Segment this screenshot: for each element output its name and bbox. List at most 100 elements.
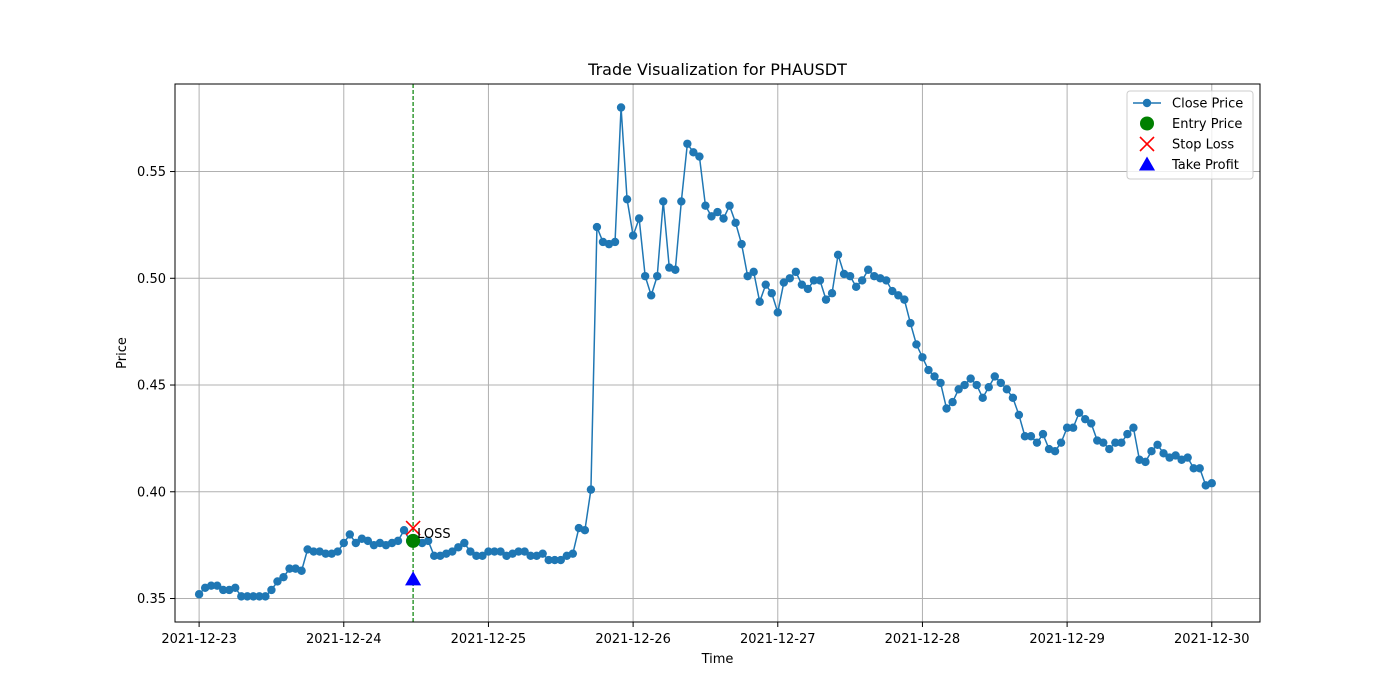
close-price-point	[695, 152, 704, 161]
close-price-point	[1183, 453, 1192, 462]
close-price-point	[1153, 440, 1162, 450]
x-tick-label: 2021-12-30	[1174, 632, 1250, 647]
legend-label: Take Profit	[1171, 158, 1239, 173]
close-price-point	[1123, 429, 1132, 439]
close-price-point	[1050, 447, 1060, 456]
y-tick-label: 0.35	[137, 592, 166, 607]
legend-item: Close Price	[1133, 97, 1243, 112]
close-price-point	[978, 393, 987, 403]
x-axis-label: Time	[701, 652, 734, 667]
y-tick-label: 0.45	[137, 379, 166, 394]
close-price-point	[1147, 447, 1156, 456]
y-tick-label: 0.50	[137, 272, 166, 287]
close-price-point	[851, 282, 861, 292]
close-price-point	[888, 286, 897, 296]
close-price-point	[1099, 438, 1108, 447]
close-price-point	[996, 378, 1006, 388]
take-profit-marker	[405, 571, 422, 586]
close-price-point	[339, 538, 348, 548]
close-price-point	[1189, 464, 1198, 473]
trade-markers	[405, 520, 422, 586]
close-price-point	[1056, 438, 1066, 447]
close-price-point	[321, 549, 330, 558]
close-price-point	[454, 543, 463, 552]
close-price-point	[863, 265, 873, 274]
close-price-point	[677, 197, 686, 206]
close-price-point	[237, 592, 246, 601]
close-price-series	[194, 103, 1216, 601]
close-price-point	[345, 530, 355, 539]
close-price-point	[1195, 464, 1204, 473]
close-price-point	[936, 378, 945, 388]
close-price-point	[285, 564, 294, 573]
chart-title: Trade Visualization for PHAUSDT	[587, 60, 847, 79]
close-price-point	[568, 549, 578, 558]
close-price-point	[1074, 408, 1084, 417]
close-price-point	[1080, 414, 1090, 424]
close-price-point	[803, 284, 813, 294]
close-price-point	[1105, 444, 1114, 454]
close-price-point	[556, 555, 565, 565]
close-price-point	[809, 276, 819, 285]
x-tick-label: 2021-12-29	[1029, 632, 1105, 647]
close-price-point	[725, 201, 734, 210]
close-price-point	[761, 280, 770, 289]
close-price-point	[990, 372, 999, 381]
close-price-point	[309, 547, 318, 556]
close-price-point	[731, 218, 740, 227]
close-price-point	[767, 289, 776, 298]
close-price-point	[399, 525, 409, 535]
close-price-point	[1111, 438, 1120, 447]
close-price-point	[882, 276, 891, 285]
close-price-point	[845, 271, 855, 281]
stop-loss-marker	[405, 520, 421, 536]
close-price-point	[779, 278, 789, 287]
close-price-point	[707, 212, 716, 221]
plot-frame	[174, 83, 1261, 623]
close-price-point	[1062, 423, 1072, 432]
close-price-point	[1002, 385, 1012, 394]
close-price-point	[659, 197, 668, 206]
close-price-point	[580, 525, 590, 535]
close-price-point	[219, 585, 228, 595]
close-price-point	[393, 536, 403, 546]
close-price-point	[960, 380, 969, 390]
close-price-point	[273, 577, 282, 586]
close-price-point	[942, 404, 951, 413]
close-price-point	[249, 592, 258, 601]
close-price-point	[592, 222, 602, 232]
legend-label: Entry Price	[1172, 117, 1242, 132]
close-price-point	[972, 380, 981, 390]
close-price-point	[653, 271, 662, 281]
legend-marker	[1139, 136, 1155, 152]
close-price-point	[930, 372, 939, 381]
legend-marker	[1140, 116, 1154, 131]
close-price-point	[701, 201, 710, 210]
legend-label: Stop Loss	[1172, 138, 1234, 153]
close-price-point	[490, 547, 499, 556]
close-price-point	[243, 592, 252, 601]
close-price-point	[683, 139, 692, 148]
close-price-point	[351, 538, 361, 548]
close-price-points	[194, 103, 1216, 601]
close-price-point	[749, 267, 758, 277]
close-price-point	[478, 551, 487, 561]
close-price-point	[255, 592, 264, 601]
close-price-point	[646, 291, 656, 300]
close-price-point	[538, 549, 547, 558]
close-price-point	[640, 271, 650, 281]
close-price-point	[496, 547, 505, 556]
close-price-point	[906, 318, 915, 328]
legend-label: Close Price	[1172, 97, 1243, 112]
close-price-point	[713, 207, 722, 217]
grid	[175, 84, 1260, 622]
close-price-point	[297, 566, 306, 575]
close-price-point	[797, 280, 807, 289]
entry-price-marker	[406, 533, 421, 548]
close-price-point	[333, 547, 342, 556]
x-axis-ticks: 2021-12-23 2021-12-24 2021-12-25 2021-12-26…	[161, 622, 1250, 647]
close-price-point	[586, 485, 596, 494]
x-tick-label: 2021-12-24	[306, 632, 382, 647]
close-price-point	[1032, 438, 1042, 447]
legend-item: Entry Price	[1140, 116, 1242, 132]
